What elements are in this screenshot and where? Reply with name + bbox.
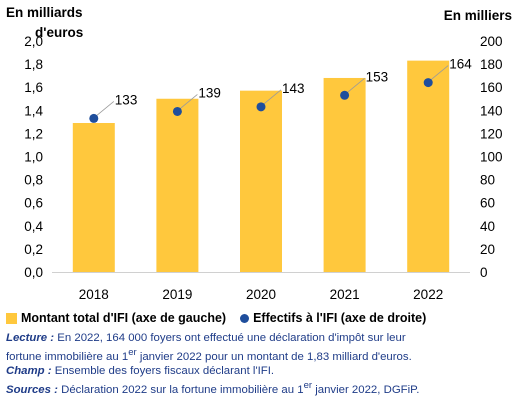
right-tick-label: 120: [480, 126, 503, 141]
right-tick-label: 140: [480, 103, 503, 118]
left-tick-label: 0,2: [24, 242, 43, 257]
champ-label: Champ :: [6, 365, 52, 378]
right-axis-unit: En milliers: [444, 8, 512, 23]
sources-text-b: janvier 2022, DGFiP.: [312, 383, 420, 396]
left-tick-label: 1,0: [24, 150, 43, 165]
data-label-leader: [347, 77, 365, 93]
data-label: 164: [449, 57, 472, 72]
data-label-leader: [263, 89, 282, 105]
data-point: [172, 106, 182, 116]
legend-dot-label: Effectifs à l'IFI (axe de droite): [253, 311, 427, 325]
data-label: 143: [282, 81, 305, 96]
lecture-note: Lecture : En 2022, 164 000 foyers ont ef…: [6, 331, 520, 346]
right-tick-label: 200: [480, 34, 503, 49]
data-label-leader: [96, 101, 115, 116]
left-axis-unit: En milliards: [6, 5, 83, 20]
x-tick-label: 2019: [162, 287, 192, 302]
x-tick-label: 2020: [246, 287, 276, 302]
bar: [240, 90, 282, 272]
data-label-leader: [430, 65, 449, 80]
right-tick-label: 60: [480, 196, 495, 211]
x-tick-label: 2022: [413, 287, 443, 302]
data-label: 139: [198, 85, 221, 100]
data-point: [89, 113, 99, 123]
chart: En milliards d'euros En milliers 0,0 0,2 0,4 0…: [6, 5, 512, 302]
legend-dot-swatch: [240, 313, 250, 323]
right-tick-label: 40: [480, 219, 495, 234]
right-tick-label: 80: [480, 173, 495, 188]
legend: Montant total d'IFI (axe de gauche) Effe…: [6, 311, 426, 325]
sources-label: Sources :: [6, 383, 58, 396]
left-tick-label: 0,6: [24, 196, 43, 211]
champ-text: Ensemble des foyers fiscaux déclarant l'…: [51, 365, 275, 378]
sources-sup: er: [303, 380, 313, 392]
data-label: 153: [366, 69, 389, 84]
lecture-sup: er: [128, 346, 137, 358]
left-tick-label: 0,8: [24, 173, 43, 188]
data-point: [256, 102, 266, 112]
legend-bar-swatch: [6, 312, 17, 324]
right-tick-label: 160: [480, 80, 503, 95]
left-tick-label: 1,8: [24, 57, 43, 72]
right-tick-label: 180: [480, 57, 503, 72]
data-label-leader: [180, 94, 198, 109]
left-tick-label: 1,2: [24, 126, 43, 141]
lecture-text-2b: janvier 2022 pour un montant de 1,83 mil…: [136, 350, 412, 363]
right-tick-label: 20: [480, 242, 495, 257]
x-tick-label: 2021: [330, 287, 360, 302]
right-tick-label: 100: [480, 150, 503, 165]
lecture-text-2a: fortune immobilière au 1: [6, 350, 129, 363]
data-point: [340, 90, 350, 100]
right-tick-label: 0: [480, 265, 488, 280]
bar: [323, 77, 366, 273]
left-tick-label: 2,0: [24, 34, 43, 49]
x-tick-label: 2018: [79, 287, 109, 302]
sources-note: Sources : Déclaration 2022 sur la fortun…: [6, 379, 520, 398]
legend-bar-label: Montant total d'IFI (axe de gauche): [21, 311, 227, 325]
lecture-note-line2: fortune immobilière au 1er janvier 2022 …: [6, 346, 520, 365]
lecture-label: Lecture :: [6, 332, 55, 344]
champ-note: Champ : Ensemble des foyers fiscaux décl…: [6, 364, 520, 379]
bar: [407, 60, 450, 273]
notes: Lecture : En 2022, 164 000 foyers ont ef…: [6, 331, 520, 398]
left-tick-label: 0,4: [24, 219, 43, 234]
data-point: [423, 78, 433, 88]
left-tick-label: 1,6: [24, 80, 43, 95]
left-tick-label: 0,0: [24, 265, 43, 280]
left-tick-label: 1,4: [24, 103, 43, 118]
bar: [156, 98, 199, 272]
lecture-text-1: En 2022, 164 000 foyers ont effectué une…: [54, 332, 406, 344]
bar: [72, 123, 115, 272]
data-label: 133: [115, 92, 138, 107]
left-axis-unit-2: d'euros: [35, 25, 83, 40]
sources-text-a: Déclaration 2022 sur la fortune immobili…: [57, 383, 304, 396]
